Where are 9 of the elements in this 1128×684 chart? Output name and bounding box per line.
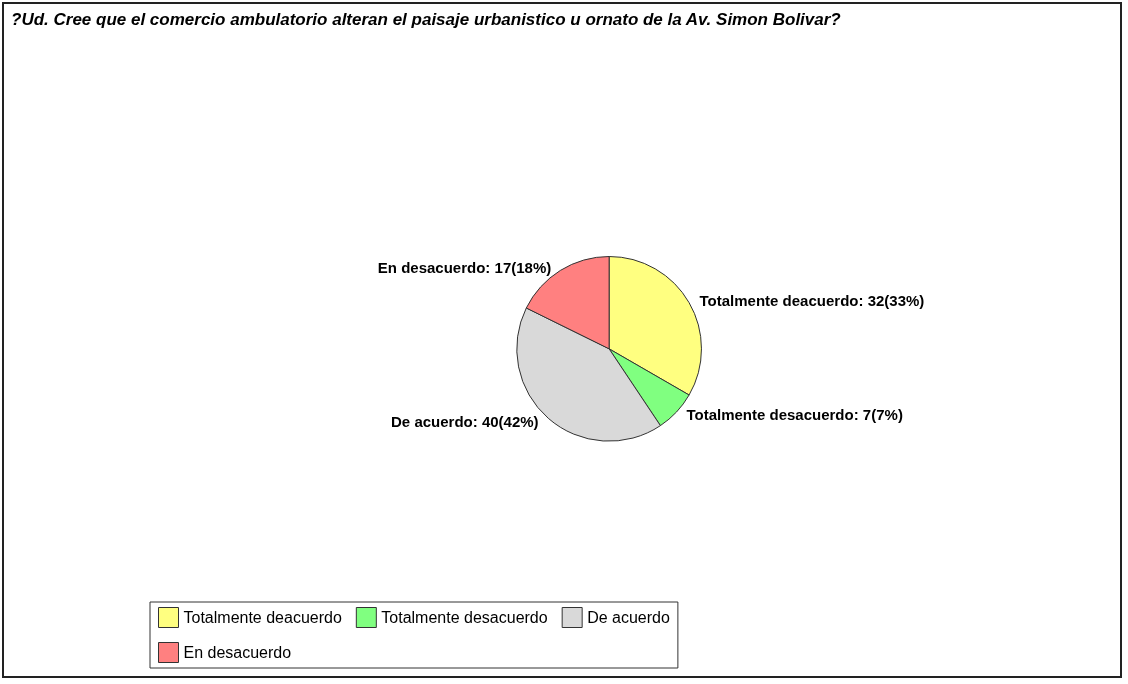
- legend-label: De acuerdo: [587, 609, 670, 626]
- chart-title: ?Ud. Cree que el comercio ambulatorio alteran el paisaje urbanistico u ornato de la Av. Simon Bolivar?: [11, 10, 842, 29]
- category-label: En desacuerdo: 17(18%): [377, 258, 552, 276]
- category-label: Totalmente desacuerdo: 7(7%): [686, 406, 903, 424]
- category-label: De acuerdo: 40(42%): [391, 412, 539, 430]
- legend-label: En desacuerdo: [183, 644, 292, 661]
- legend-label: Totalmente deacuerdo: [183, 609, 342, 626]
- legend-label: Totalmente desacuerdo: [381, 609, 548, 626]
- category-label: Totalmente deacuerdo: 32(33%): [699, 292, 925, 310]
